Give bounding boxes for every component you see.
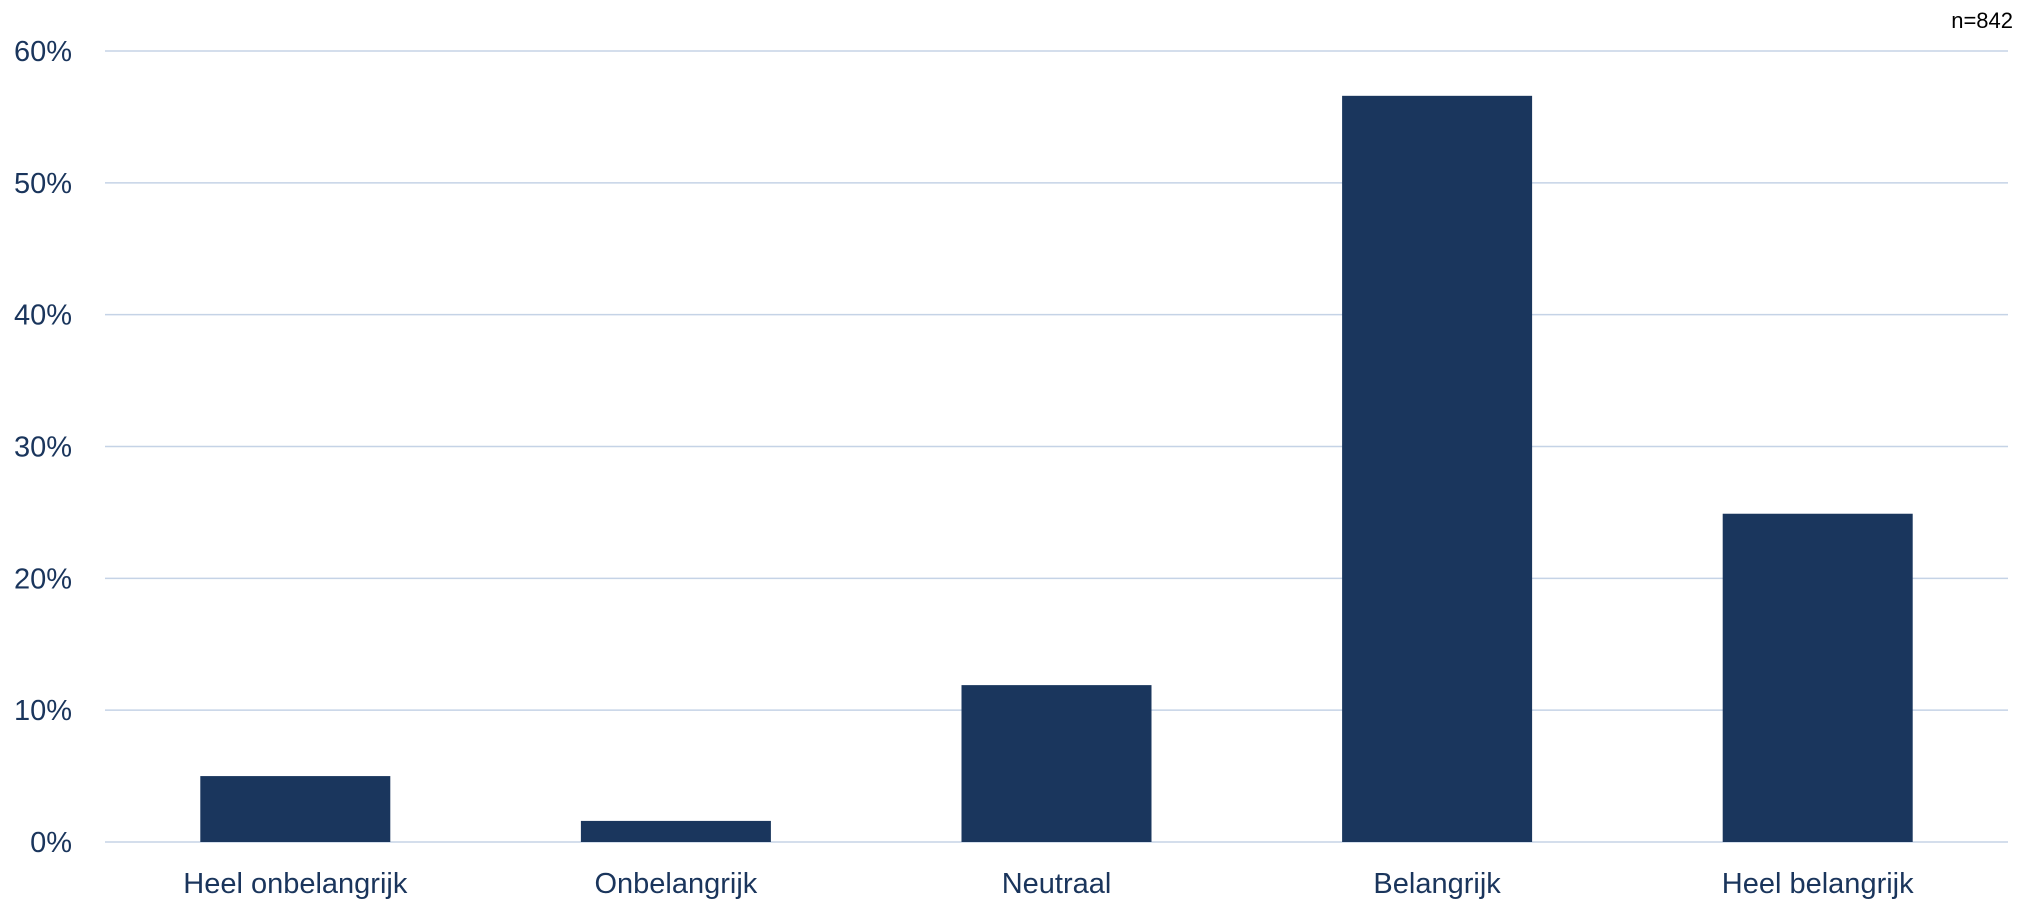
x-axis-category-labels: Heel onbelangrijk Onbelangrijk Neutraal Bel…	[183, 868, 1914, 900]
y-tick-label: 60%	[14, 36, 72, 68]
bar-neutraal	[961, 685, 1152, 842]
x-category-label: Heel onbelangrijk	[183, 868, 408, 900]
gridlines	[105, 50, 2008, 843]
y-tick-label: 20%	[14, 563, 72, 595]
bar-heel-onbelangrijk	[200, 776, 391, 842]
y-tick-label: 40%	[14, 300, 72, 332]
y-tick-label: 30%	[14, 432, 72, 464]
y-tick-label: 0%	[30, 827, 72, 859]
sample-size-note: n=842	[1951, 8, 2013, 33]
y-axis-tick-labels: 0% 10% 20% 30% 40% 50% 60%	[14, 36, 72, 859]
y-tick-label: 10%	[14, 695, 72, 727]
bars	[200, 95, 1913, 842]
x-category-label: Belangrijk	[1373, 868, 1501, 900]
x-category-label: Neutraal	[1002, 868, 1112, 900]
x-category-label: Heel belangrijk	[1722, 868, 1914, 900]
bar-heel-belangrijk	[1722, 513, 1913, 842]
y-tick-label: 50%	[14, 168, 72, 200]
x-category-label: Onbelangrijk	[594, 868, 757, 900]
bar-belangrijk	[1342, 95, 1533, 842]
bar-onbelangrijk	[580, 820, 771, 842]
